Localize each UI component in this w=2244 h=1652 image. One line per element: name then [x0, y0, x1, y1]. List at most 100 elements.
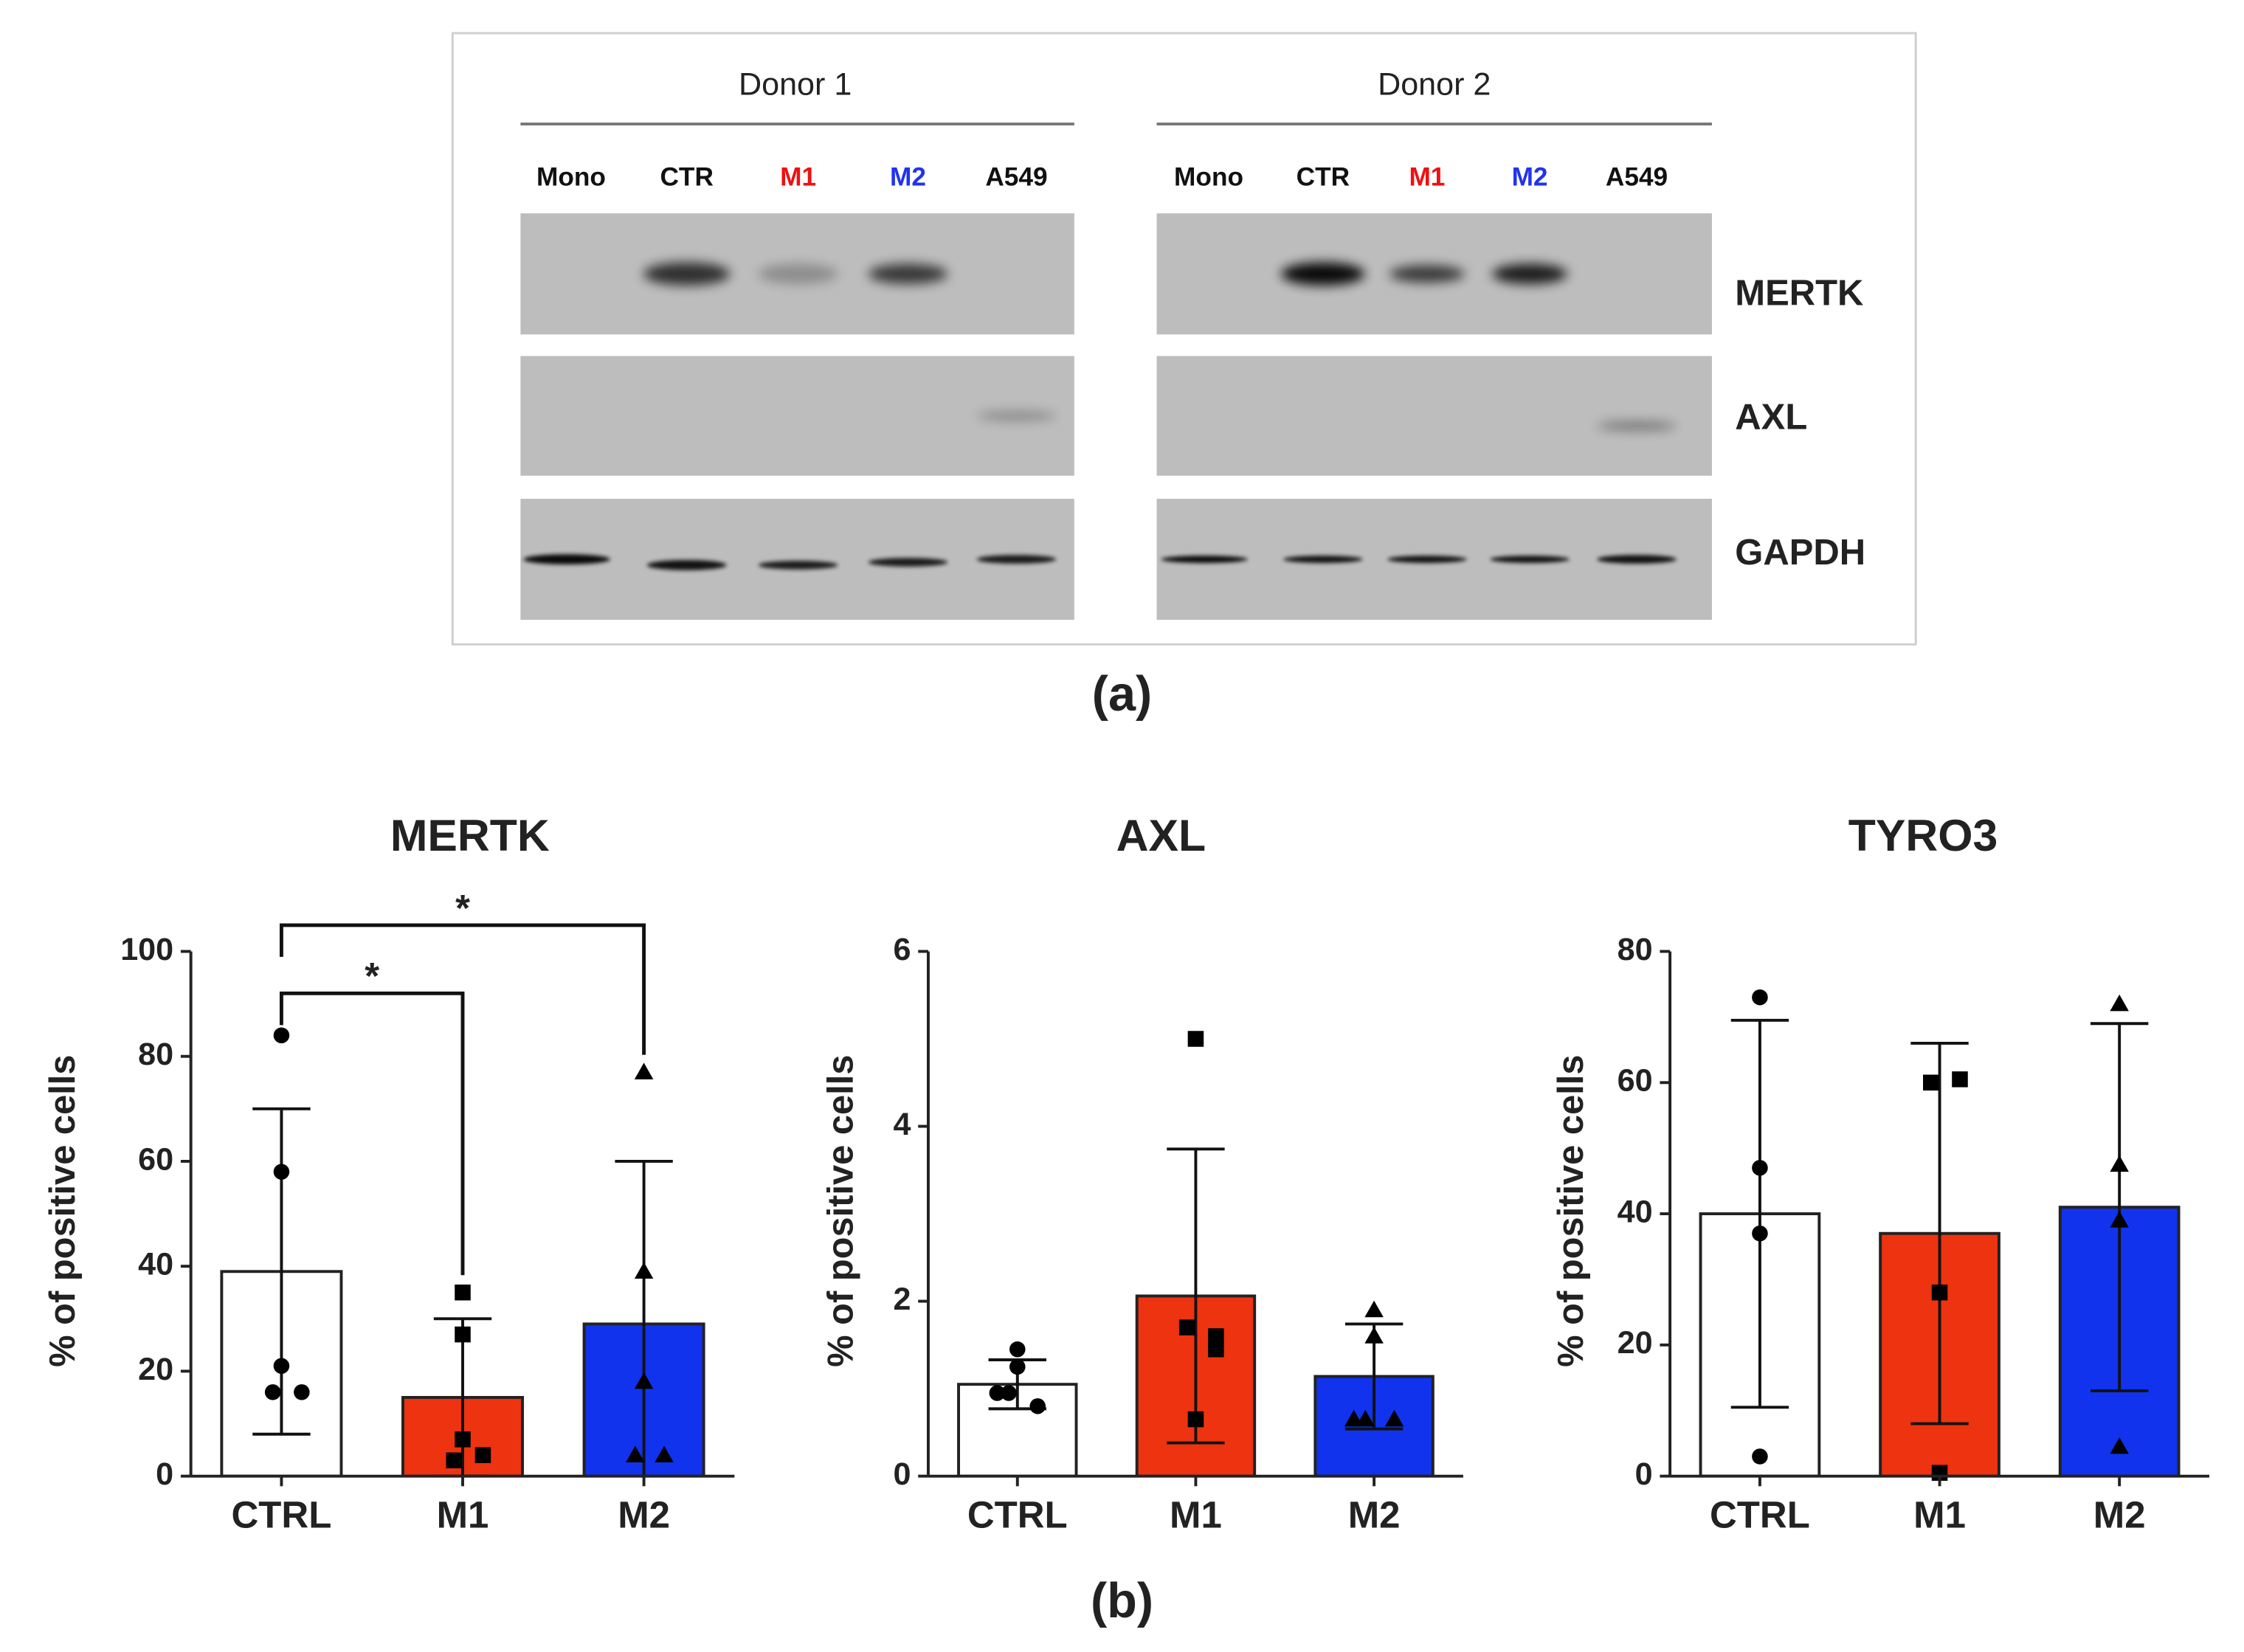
chart: TYRO3 % of positive cells 0 20 40 60 80 CTRL M1 M…: [1551, 810, 2209, 1536]
y-tick-label: 0: [156, 1456, 173, 1492]
chart: MERTK % of positive cells 0 20 40 60 80 100 CTRL…: [43, 810, 735, 1536]
data-point: [1923, 1074, 1939, 1091]
blot-strip: [1156, 356, 1712, 476]
data-point: [446, 1452, 463, 1469]
data-point: [1187, 1411, 1204, 1428]
data-point: [1178, 1319, 1195, 1335]
x-tick-label: CTRL: [967, 1494, 1068, 1536]
chart: AXL % of positive cells 0 2 4 6 CTRL M1 M2: [821, 810, 1463, 1536]
data-point: [1952, 1071, 1968, 1088]
y-tick-label: 40: [138, 1247, 173, 1282]
data-point: [1029, 1398, 1046, 1414]
y-tick-label: 100: [120, 932, 173, 967]
data-point: [634, 1372, 654, 1389]
data-point: [634, 1062, 654, 1079]
lane-label: CTR: [1297, 163, 1350, 192]
chart-title: TYRO3: [1848, 810, 1998, 860]
data-point: [989, 1385, 1006, 1401]
blot-band: [1492, 263, 1567, 284]
y-axis-label: % of positive cells: [43, 1054, 83, 1366]
blot-band: [976, 411, 1057, 421]
y-tick-label: 80: [138, 1037, 173, 1072]
western-blot: Donor 1 Mono CTR M1 M2 A549 Donor 2 Mono CTR M1 M2…: [520, 67, 1865, 621]
data-point: [634, 1262, 654, 1279]
x-tick-label: M2: [2093, 1494, 2146, 1536]
x-tick-label: M1: [1913, 1494, 1966, 1536]
error-bar: [2090, 1022, 2149, 1393]
x-tick-label: M2: [1348, 1494, 1401, 1536]
data-point: [1208, 1328, 1224, 1344]
data-point: [1001, 1385, 1017, 1401]
blot-band: [523, 554, 610, 564]
lane-label: Mono: [536, 163, 606, 192]
data-point: [273, 1164, 290, 1180]
lane-label: M2: [1512, 163, 1548, 192]
y-tick-label: 80: [1618, 932, 1653, 967]
lane-label: A549: [1606, 163, 1668, 192]
y-tick-label: 60: [1618, 1063, 1653, 1099]
row-label: AXL: [1735, 398, 1807, 438]
y-tick-label: 20: [1618, 1325, 1653, 1361]
data-point: [1364, 1300, 1384, 1318]
y-tick-label: 0: [893, 1456, 911, 1492]
x-tick-label: CTRL: [232, 1494, 332, 1536]
x-tick-label: M1: [1170, 1494, 1222, 1536]
panel-label: (b): [1091, 1574, 1153, 1628]
data-point: [1344, 1409, 1364, 1427]
data-point: [2110, 1437, 2129, 1454]
significance-bracket: *: [279, 887, 646, 1055]
row-label: GAPDH: [1735, 533, 1865, 573]
blot-band: [868, 263, 948, 284]
data-point: [626, 1445, 645, 1462]
data-point: [455, 1326, 471, 1343]
panel-label: (a): [1092, 667, 1152, 722]
data-point: [1752, 1160, 1768, 1176]
y-tick-label: 0: [1635, 1456, 1653, 1492]
blot-band: [1281, 262, 1365, 286]
lane-label: Mono: [1174, 163, 1243, 192]
blot-band: [1389, 265, 1465, 283]
data-point: [1364, 1327, 1384, 1344]
blot-band: [1597, 421, 1677, 431]
error-bar: [1167, 1147, 1225, 1445]
significance-label: *: [365, 955, 379, 997]
significance-bracket: *: [279, 955, 465, 1276]
data-point: [474, 1447, 491, 1463]
y-tick-label: 20: [138, 1352, 173, 1387]
blot-band: [758, 561, 838, 570]
plot-area: [220, 1107, 705, 1476]
y-tick-label: 40: [1618, 1194, 1653, 1229]
chart-title: MERTK: [390, 810, 550, 860]
data-point: [2110, 1211, 2129, 1228]
y-tick-label: 60: [138, 1141, 173, 1177]
data-point: [455, 1284, 471, 1301]
y-axis-label: % of positive cells: [1551, 1054, 1591, 1366]
y-tick-label: 6: [893, 932, 911, 967]
blot-band: [1282, 556, 1363, 563]
error-bar: [252, 1107, 311, 1436]
donor-label: Donor 1: [739, 67, 852, 103]
bracket-line: [279, 991, 465, 1276]
y-tick-label: 4: [893, 1107, 911, 1142]
data-point: [273, 1027, 290, 1044]
data-point: [1752, 989, 1768, 1006]
data-point: [1009, 1358, 1026, 1375]
data-point: [1208, 1341, 1224, 1358]
blot-band: [1161, 556, 1248, 563]
lane-label: A549: [985, 163, 1047, 192]
data-point: [264, 1384, 281, 1400]
data-point: [1384, 1409, 1404, 1427]
chart-title: AXL: [1116, 810, 1206, 860]
error-bar: [1910, 1041, 1969, 1425]
y-axis-label: % of positive cells: [821, 1054, 860, 1366]
data-point: [2110, 994, 2129, 1012]
data-point: [1752, 1225, 1768, 1242]
data-point: [294, 1384, 310, 1400]
data-point: [1187, 1031, 1204, 1047]
blot-band: [643, 262, 731, 286]
data-point: [273, 1358, 290, 1375]
y-tick-label: 2: [893, 1282, 911, 1317]
donor-label: Donor 2: [1378, 67, 1491, 103]
lane-label: M2: [890, 163, 926, 192]
data-point: [655, 1445, 674, 1462]
